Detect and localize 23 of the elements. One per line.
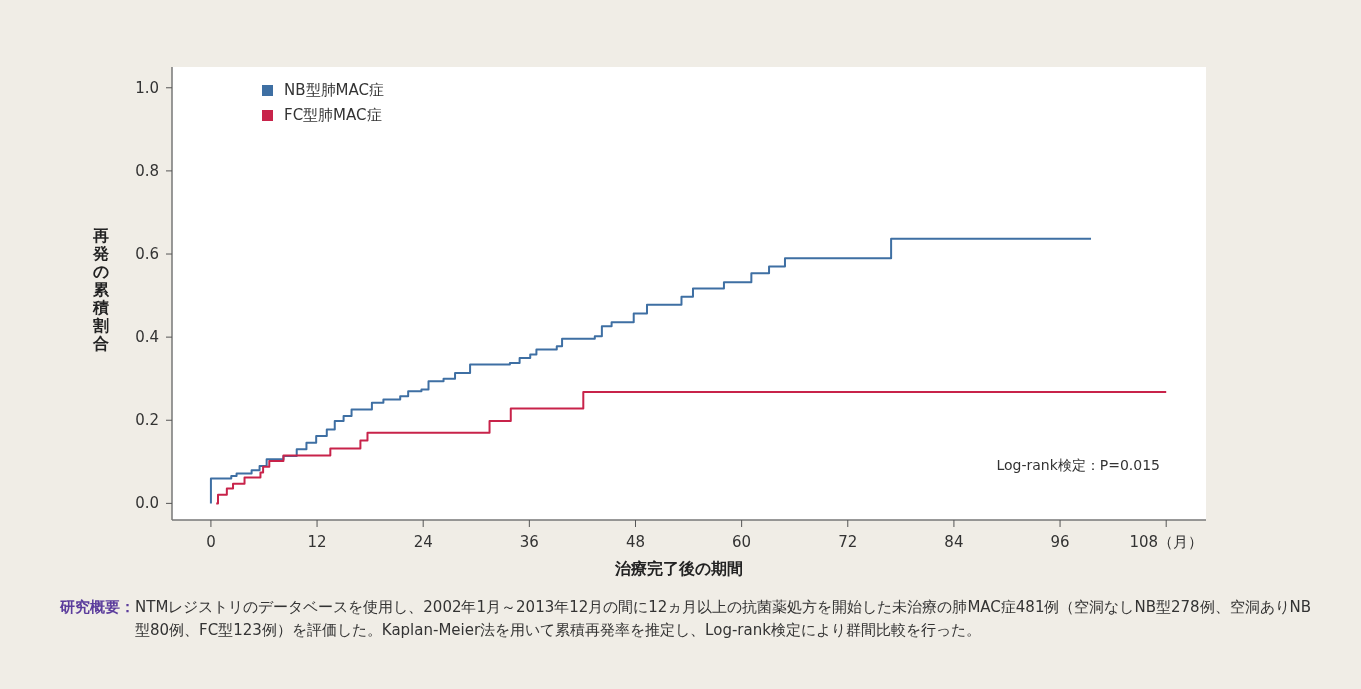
x-tick-label: 84 bbox=[944, 533, 964, 551]
y-tick-label: 0.4 bbox=[135, 328, 159, 347]
text: 研究概要： bbox=[60, 597, 135, 618]
text: NTMレジストリのデータベースを使用し、2002年1月～2013年12月の間に12ヵ月以上の抗菌薬処方を開始した未治療の肺MAC症481例（空洞なしNB型278例、空洞ありNB型80例、FC型123例）を評価した。Kaplan-Meier法を用いて累積再発率を推定し、Log-rank検定により群間比較を行った。 bbox=[135, 597, 1313, 641]
y-axis-title: 再発の累積割合 bbox=[92, 226, 110, 353]
x-tick-label: 24 bbox=[413, 533, 433, 551]
annotation: Log-rank検定：P=0.015 bbox=[996, 457, 1160, 473]
x-axis-title: 治療完了後の期間 bbox=[614, 559, 743, 578]
x-tick-label: 72 bbox=[838, 533, 858, 551]
legend-label: NB型肺MAC症 bbox=[284, 81, 384, 99]
x-tick-label: 12 bbox=[307, 533, 327, 551]
y-tick-label: 0.8 bbox=[135, 161, 159, 180]
x-tick-label: 96 bbox=[1050, 533, 1070, 551]
x-tick-label: 48 bbox=[625, 533, 646, 551]
y-tick-label: 0.0 bbox=[135, 494, 159, 513]
legend-label: FC型肺MAC症 bbox=[284, 106, 382, 124]
x-tick-label: 108（月） bbox=[1129, 533, 1204, 551]
x-tick-label: 60 bbox=[732, 533, 752, 551]
y-tick-label: 0.6 bbox=[135, 245, 159, 264]
y-tick-label: 1.0 bbox=[135, 78, 159, 97]
x-tick-label: 0 bbox=[206, 533, 216, 551]
x-tick-label: 36 bbox=[519, 533, 539, 551]
y-tick-label: 0.2 bbox=[135, 411, 159, 430]
